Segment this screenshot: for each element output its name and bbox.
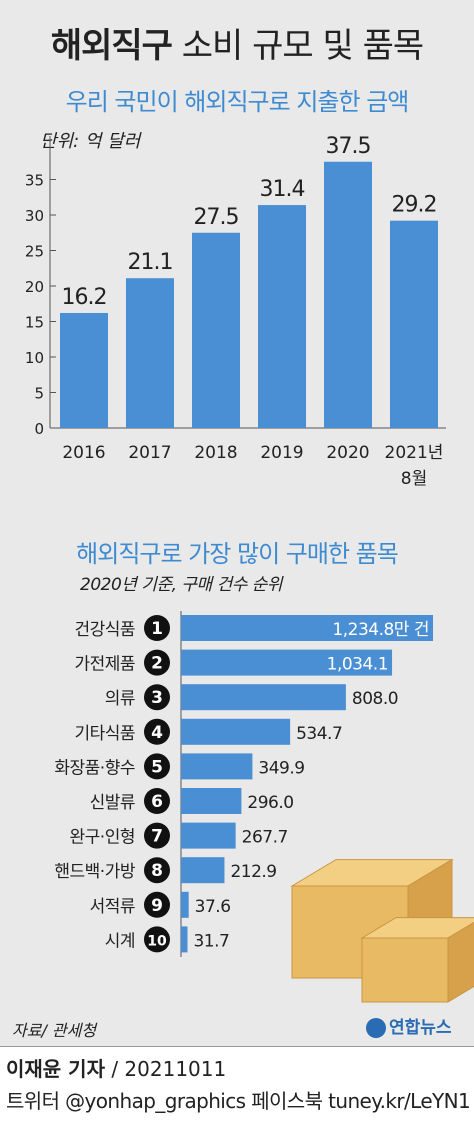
- bar-chart-unit: 단위: 억 달러: [40, 131, 141, 152]
- hbar-category-label: 완구·인형: [70, 828, 135, 848]
- y-tick-label: 35: [25, 172, 44, 190]
- rank-number: 10: [147, 933, 167, 949]
- footer-social: 트위터 @yonhap_graphics 페이스북 tuney.kr/LeYN1: [6, 1089, 471, 1113]
- logo-text: 연합뉴스: [389, 1018, 452, 1038]
- hbar: [181, 753, 253, 780]
- rank-number: 7: [151, 827, 163, 847]
- hbar: [181, 718, 291, 745]
- bar: [126, 278, 174, 428]
- hbar-value-label: 212.9: [230, 862, 276, 882]
- hbar-category-label: 가전제품: [74, 655, 135, 675]
- rank-number: 9: [151, 896, 163, 916]
- hbar: [181, 684, 346, 711]
- hbar: [181, 822, 236, 849]
- bar: [60, 312, 108, 428]
- bar-value-label: 27.5: [194, 205, 239, 230]
- bar-chart-title: 우리 국민이 해외직구로 지출한 금액: [65, 88, 410, 116]
- rank-number: 5: [151, 757, 163, 777]
- hbar: [181, 891, 189, 918]
- y-tick-label: 15: [25, 314, 44, 332]
- hbar-category-label: 신발류: [90, 793, 135, 813]
- bar-value-label: 37.5: [326, 134, 371, 159]
- y-tick-label: 10: [25, 349, 44, 367]
- footer-credit: 이재윤 기자 / 20211011: [6, 1053, 226, 1082]
- title-bold: 해외직구: [50, 26, 173, 66]
- rank-number: 3: [151, 688, 163, 708]
- hbar-category-label: 기타식품: [74, 724, 135, 744]
- hbar: [181, 649, 393, 676]
- rank-badge: [144, 718, 170, 745]
- hbar-category-label: 서적류: [90, 897, 135, 917]
- rank-badge: [144, 822, 170, 849]
- y-tick-label: 20: [25, 278, 44, 296]
- bar-value-label: 21.1: [128, 250, 173, 275]
- hbar-value-label: 296.0: [247, 793, 293, 813]
- rank-badge: [144, 788, 170, 814]
- rank-badge: [144, 684, 170, 711]
- hbar-chart-subtitle: 2020년 기준, 구매 건수 순위: [80, 575, 283, 595]
- rank-badge: [144, 857, 170, 884]
- hbar-category-label: 시계: [105, 931, 135, 951]
- rank-number: 6: [151, 792, 163, 812]
- date: / 20211011: [104, 1057, 227, 1081]
- footer: 이재윤 기자 / 20211011 트위터 @yonhap_graphics 페…: [0, 1046, 474, 1143]
- y-tick-label: 5: [34, 385, 44, 403]
- x-tick-label: 2019: [260, 443, 303, 463]
- bar: [390, 220, 438, 428]
- hbar-value-label: 534.7: [296, 724, 342, 744]
- y-tick-label: 25: [25, 243, 44, 261]
- rank-badge: [144, 891, 170, 918]
- bar: [192, 232, 240, 428]
- hbar: [181, 788, 242, 814]
- rank-number: 1: [151, 619, 163, 639]
- logo-mark-icon: [366, 1018, 386, 1038]
- hbar-value-label: 31.7: [193, 931, 229, 951]
- rank-number: 4: [151, 723, 163, 743]
- logo: 연합뉴스: [366, 1013, 452, 1038]
- rank-badge: [144, 615, 170, 641]
- hbar-value-label: 1,234.8만 건: [332, 620, 429, 640]
- hbar-value-label: 37.6: [195, 897, 231, 917]
- hbar-category-label: 화장품·향수: [54, 758, 135, 778]
- title-rest: 소비 규모 및 품목: [181, 26, 424, 66]
- y-tick-label: 30: [25, 207, 44, 225]
- bar: [324, 161, 372, 428]
- hbar-value-label: 1,034.1: [327, 655, 388, 675]
- x-tick-label-line2: 8월: [401, 469, 427, 489]
- hbar-chart-title: 해외직구로 가장 많이 구매한 품목: [76, 540, 399, 568]
- bar-value-label: 29.2: [392, 193, 437, 218]
- y-tick-label: 0: [34, 420, 44, 438]
- rank-number: 8: [151, 861, 163, 881]
- hbar-category-label: 핸드백·가방: [54, 862, 135, 882]
- hbar-value-label: 267.7: [242, 828, 288, 848]
- x-tick-label: 2017: [128, 443, 171, 463]
- x-tick-label: 2016: [62, 443, 105, 463]
- box-front-icon-side: [447, 921, 474, 1003]
- hbar-category-label: 의류: [105, 689, 135, 709]
- source-note: 자료/ 관세청: [12, 1021, 97, 1040]
- bar-value-label: 16.2: [62, 285, 107, 310]
- hbar: [181, 926, 188, 953]
- hbar: [181, 857, 225, 884]
- box-front-icon-front: [361, 937, 449, 1003]
- hbar-value-label: 349.9: [258, 758, 304, 778]
- x-tick-label: 2021년: [385, 443, 444, 463]
- rank-badge: [144, 926, 170, 953]
- hbar: [181, 615, 433, 641]
- hbar-category-label: 건강식품: [74, 620, 135, 640]
- hbar-value-label: 808.0: [352, 689, 398, 709]
- rank-number: 2: [151, 654, 163, 674]
- x-tick-label: 2020: [326, 443, 369, 463]
- reporter: 이재윤 기자: [6, 1057, 105, 1081]
- bar-value-label: 31.4: [260, 177, 305, 202]
- page-title: 해외직구 소비 규모 및 품목: [0, 18, 474, 74]
- rank-badge: [144, 753, 170, 780]
- bar: [258, 205, 306, 428]
- rank-badge: [144, 649, 170, 676]
- x-tick-label: 2018: [194, 443, 237, 463]
